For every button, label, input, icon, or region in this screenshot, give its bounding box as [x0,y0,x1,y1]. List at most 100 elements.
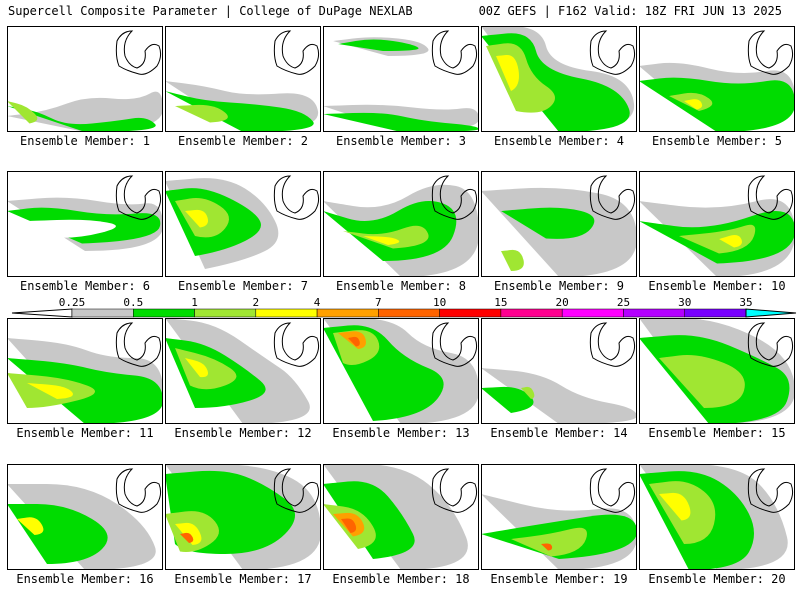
panel-label: Ensemble Member: 4 [493,134,625,148]
ensemble-panel: Ensemble Member: 17 [165,464,321,586]
scp-contour [659,492,691,521]
panel-label: Ensemble Member: 16 [16,572,154,586]
great-lakes-outline [589,468,636,513]
legend-swatch [316,308,379,318]
panel-map [7,464,163,570]
legend-tick-label: 35 [739,296,753,309]
legend-swatch [623,308,685,318]
panel-label: Ensemble Member: 6 [19,279,151,293]
scp-contour [639,77,795,132]
panel-map [481,318,637,424]
scp-contour [7,101,38,124]
scp-contour [719,235,742,248]
great-lakes-outline [431,322,478,367]
great-lakes-outline [431,468,478,513]
scp-contour [185,358,208,378]
panel-label: Ensemble Member: 5 [651,134,783,148]
legend-under-arrow [11,308,73,318]
panel-map [323,171,479,277]
scp-contour [17,517,44,535]
legend-colorbar [11,308,797,318]
ensemble-panel: Ensemble Member: 11 [7,318,163,440]
scp-contour [521,386,535,399]
scp-contour [338,39,419,51]
scp-contour [684,99,703,110]
ensemble-panel: Ensemble Member: 2 [165,26,321,148]
ensemble-panel: Ensemble Member: 12 [165,318,321,440]
ensemble-panel: Ensemble Member: 1 [7,26,163,148]
panel-map [323,464,479,570]
scp-contour [481,368,637,424]
legend-tick-label: 30 [678,296,692,309]
panel-map [7,171,163,277]
scp-contour [501,249,524,271]
legend-tick-label: 15 [494,296,508,309]
panel-map [481,171,637,277]
ensemble-panel: Ensemble Member: 3 [323,26,479,148]
panel-label: Ensemble Member: 8 [335,279,467,293]
ensemble-panel: Ensemble Member: 20 [639,464,795,586]
panel-label: Ensemble Member: 12 [174,426,312,440]
great-lakes-outline [747,322,794,367]
great-lakes-outline [273,30,320,75]
legend-swatch [378,308,440,318]
scp-contour [496,54,519,91]
great-lakes-outline [431,30,478,75]
panel-label: Ensemble Member: 11 [16,426,154,440]
scp-contour [659,355,745,408]
great-lakes-outline [431,175,478,220]
legend-tick-label: 1 [191,296,198,309]
ensemble-panel: Ensemble Member: 4 [481,26,637,148]
panel-map [481,464,637,570]
scp-contour [341,518,357,533]
great-lakes-outline [747,30,794,75]
panel-label: Ensemble Member: 7 [177,279,309,293]
panel-label: Ensemble Member: 9 [493,279,625,293]
panel-map [165,464,321,570]
great-lakes-outline [115,468,162,513]
legend-tick-label: 10 [433,296,447,309]
ensemble-panel: Ensemble Member: 19 [481,464,637,586]
legend-swatch [561,308,624,318]
legend-swatch [194,308,257,318]
panel-label: Ensemble Member: 10 [648,279,786,293]
legend-swatch [71,308,134,318]
panel-map [7,318,163,424]
great-lakes-outline [115,30,162,75]
scp-contour [501,207,595,239]
scp-contour [541,543,553,551]
panel-label: Ensemble Member: 17 [174,572,312,586]
legend-over-arrow [745,308,797,318]
ensemble-panel: Ensemble Member: 7 [165,171,321,293]
great-lakes-outline [115,322,162,367]
legend-tick-label: 0.25 [58,296,86,309]
panel-map [639,464,795,570]
panel-label: Ensemble Member: 2 [177,134,309,148]
legend-swatch [500,308,563,318]
panel-label: Ensemble Member: 15 [648,426,786,440]
color-legend: 0.25 0.5 1 2 4 7 10 15 20 25 30 35 [0,296,800,322]
ensemble-panel: Ensemble Member: 8 [323,171,479,293]
ensemble-panel: Ensemble Member: 10 [639,171,795,293]
panel-label: Ensemble Member: 3 [335,134,467,148]
panel-map [165,171,321,277]
scp-contour [27,383,73,399]
legend-swatch [439,308,502,318]
panel-map [165,26,321,132]
run-info: 00Z GEFS | F162 Valid: 18Z FRI JUN 13 20… [478,4,782,18]
legend-tick-label: 2 [252,296,260,309]
panel-map [481,26,637,132]
scp-contour [511,527,587,557]
panel-label: Ensemble Member: 13 [332,426,470,440]
scp-contour [333,330,380,365]
ensemble-panel: Ensemble Member: 16 [7,464,163,586]
panel-map [639,318,795,424]
ensemble-panel: Ensemble Member: 14 [481,318,637,440]
ensemble-panel: Ensemble Member: 6 [7,171,163,293]
legend-tick-label: 4 [313,296,321,309]
scp-contour [185,209,208,228]
legend-swatch [133,308,195,318]
scp-contour [165,91,314,132]
great-lakes-outline [589,175,636,220]
panel-map [7,26,163,132]
